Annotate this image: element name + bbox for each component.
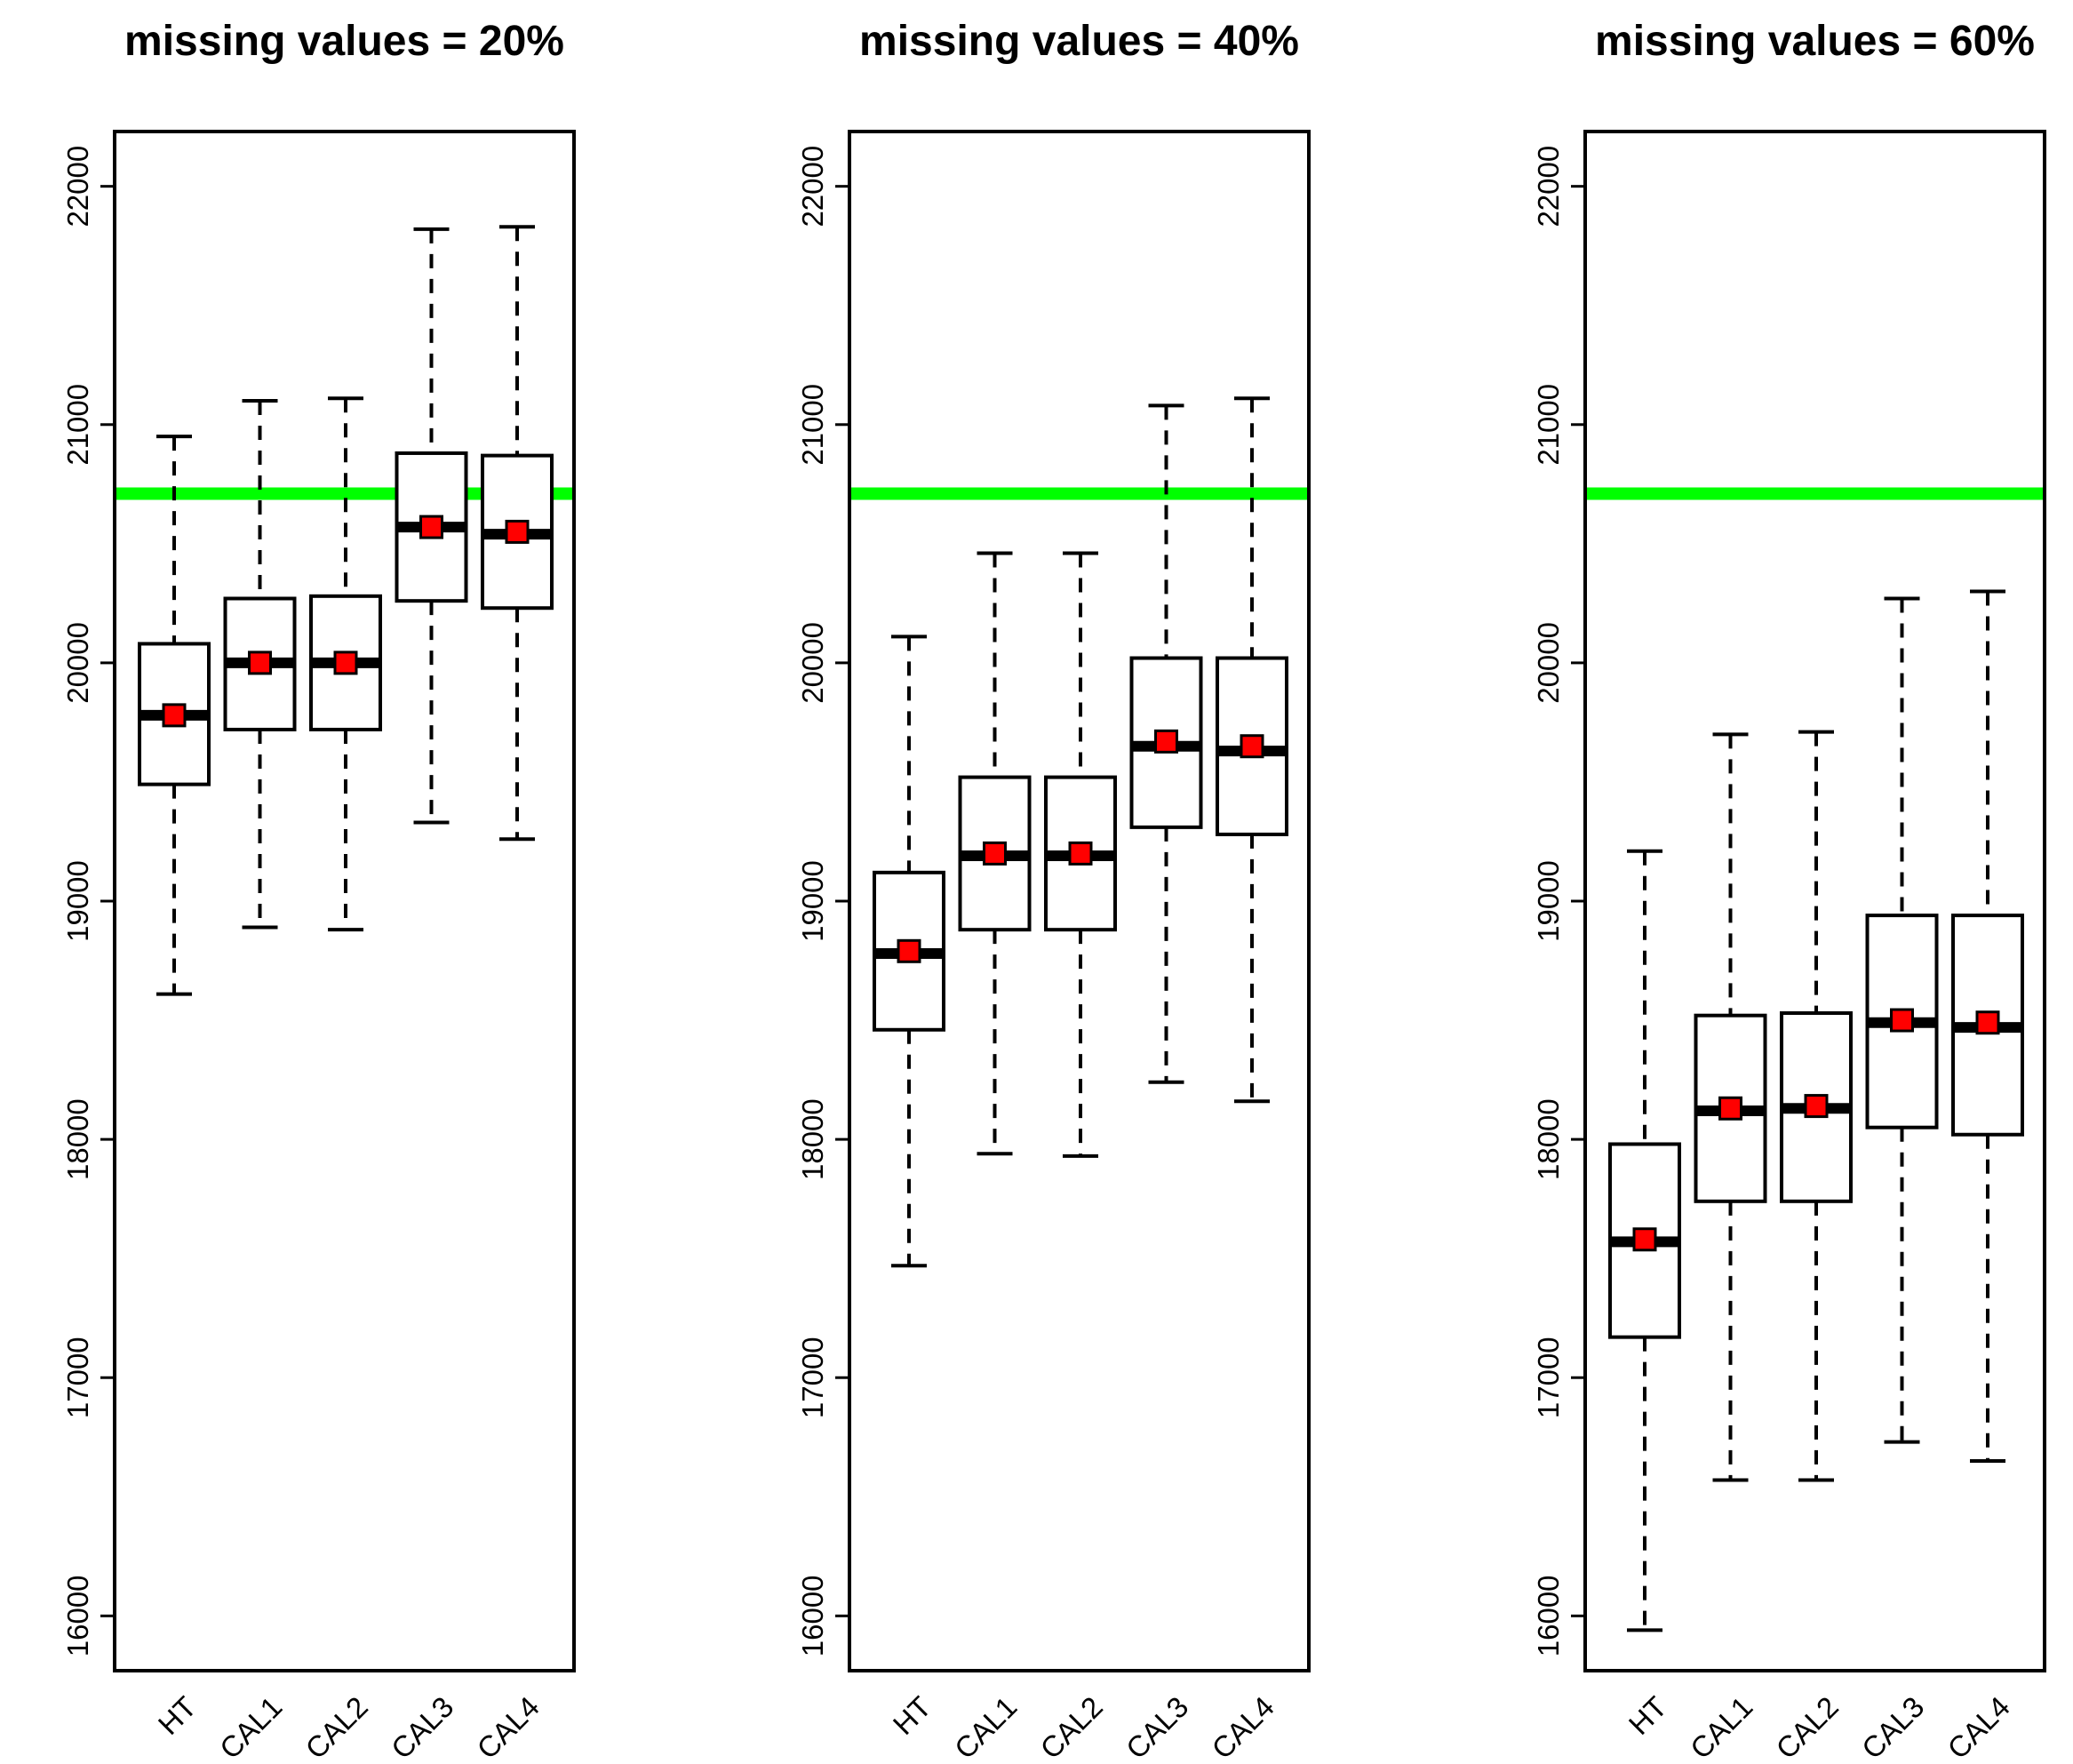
box-ht	[1608, 849, 1681, 1632]
y-tick-label: 22000	[1532, 146, 1565, 227]
category-label: CAL3	[385, 1690, 460, 1764]
category-label: CAL3	[1120, 1690, 1195, 1764]
y-tick-label: 21000	[61, 384, 94, 466]
category-label: CAL2	[1769, 1690, 1845, 1764]
box-cal3	[1865, 596, 1939, 1444]
y-tick-label: 19000	[61, 860, 94, 942]
y-tick-label: 16000	[61, 1575, 94, 1656]
panel-2: missing values = 40% 16000 17000 18000 19000…	[796, 18, 1311, 1764]
mean-marker	[983, 841, 1007, 866]
mean-marker	[1804, 1094, 1829, 1119]
mean-marker	[333, 651, 358, 675]
plot-frame	[848, 130, 1311, 1672]
category-label: CAL4	[1941, 1690, 2016, 1764]
panel-title: missing values = 40%	[859, 18, 1299, 65]
category-label: CAL1	[948, 1690, 1024, 1764]
mean-marker	[1240, 734, 1264, 759]
y-tick-label: 20000	[1532, 622, 1565, 704]
panel-title: missing values = 20%	[124, 18, 564, 65]
category-label: HT	[1623, 1690, 1673, 1741]
category-label: CAL1	[213, 1690, 289, 1764]
box-cal2	[1780, 730, 1853, 1482]
box-cal2	[1044, 551, 1117, 1158]
mean-marker	[897, 938, 921, 963]
category-label: CAL4	[1205, 1690, 1280, 1764]
y-tick-label: 16000	[1532, 1575, 1565, 1656]
category-label: CAL2	[299, 1690, 374, 1764]
box-ht	[138, 435, 211, 996]
y-tick-label: 18000	[796, 1098, 829, 1180]
plot-frame	[113, 130, 576, 1672]
category-label: HT	[887, 1690, 937, 1741]
category-label: CAL4	[470, 1690, 546, 1764]
category-label: CAL3	[1855, 1690, 1931, 1764]
box-cal4	[481, 225, 554, 842]
panel-3: missing values = 60% 16000 17000 18000 19000…	[1532, 18, 2046, 1764]
mean-marker	[248, 651, 272, 675]
y-tick-label: 17000	[796, 1337, 829, 1418]
y-tick-label: 18000	[1532, 1098, 1565, 1180]
y-tick-label: 20000	[796, 622, 829, 704]
y-tick-label: 17000	[1532, 1337, 1565, 1418]
box-cal4	[1216, 396, 1288, 1104]
y-tick-label: 21000	[796, 384, 829, 466]
category-label: CAL2	[1033, 1690, 1109, 1764]
y-tick-label: 16000	[796, 1575, 829, 1656]
box-cal1	[223, 398, 297, 930]
mean-marker	[1068, 841, 1093, 866]
panel-title: missing values = 60%	[1595, 18, 2035, 65]
category-label: CAL1	[1684, 1690, 1759, 1764]
mean-marker	[1154, 729, 1178, 754]
mean-marker	[1975, 1010, 2000, 1035]
mean-marker	[1718, 1096, 1742, 1121]
box-cal4	[1951, 589, 2024, 1464]
y-tick-label: 21000	[1532, 384, 1565, 466]
mean-marker	[1632, 1227, 1657, 1252]
y-tick-label: 19000	[796, 860, 829, 942]
y-tick-label: 22000	[61, 146, 94, 227]
category-label: HT	[152, 1690, 203, 1741]
plot-frame	[1583, 130, 2046, 1672]
y-tick-label: 17000	[61, 1337, 94, 1418]
mean-marker	[162, 703, 187, 728]
y-tick-label: 20000	[61, 622, 94, 704]
mean-marker	[419, 515, 443, 539]
y-tick-label: 22000	[796, 146, 829, 227]
box-ht	[873, 635, 945, 1268]
box-cal3	[395, 227, 468, 825]
y-tick-label: 18000	[61, 1098, 94, 1180]
box-cal1	[958, 551, 1032, 1156]
box-cal3	[1129, 403, 1203, 1084]
panel-1: missing values = 20% 16000 17000 18000 19000…	[61, 18, 576, 1764]
y-tick-label: 19000	[1532, 860, 1565, 942]
box-cal2	[309, 396, 382, 932]
mean-marker	[505, 519, 530, 544]
box-cal1	[1694, 732, 1767, 1482]
mean-marker	[1890, 1008, 1914, 1033]
